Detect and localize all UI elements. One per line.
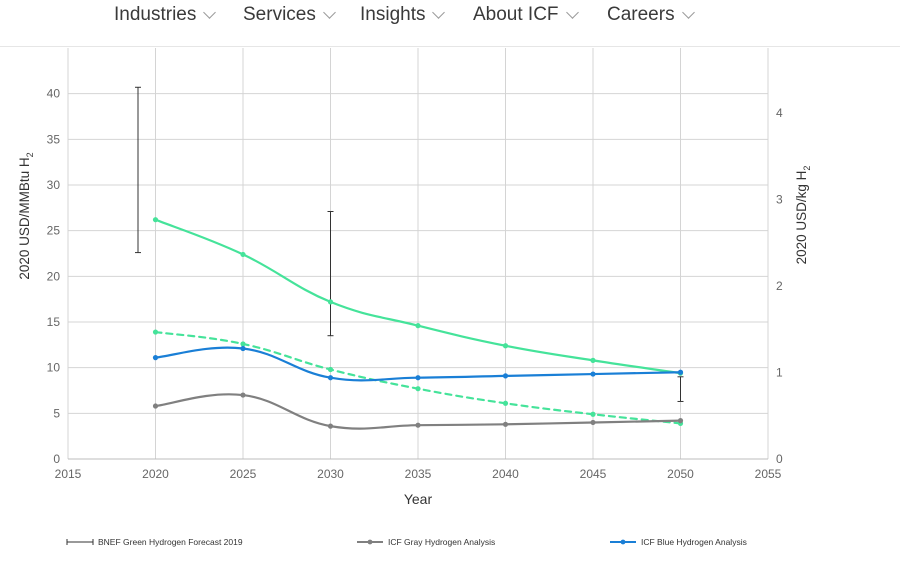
x-tick-label: 2050 [667, 467, 694, 481]
nav-item-insights[interactable]: Insights [360, 2, 446, 28]
x-tick-label: 2055 [755, 467, 782, 481]
nav-item-services[interactable]: Services [243, 2, 336, 28]
legend-item-bnef: BNEF Green Hydrogen Forecast 2019 [66, 537, 243, 547]
legend-label: ICF Gray Hydrogen Analysis [388, 537, 495, 547]
data-point [240, 251, 246, 258]
bnef-error-bars [135, 86, 684, 402]
legend-item-blue: ICF Blue Hydrogen Analysis [610, 537, 747, 547]
y-tick-label: 10 [47, 361, 61, 375]
error-bar [327, 210, 334, 337]
x-tick-label: 2020 [142, 467, 169, 481]
y2-tick-label: 1 [776, 365, 783, 379]
data-point [327, 366, 334, 373]
axes: 2015 2020 2025 2030 2035 2040 2045 2050 20550510… [47, 87, 783, 481]
data-point [677, 369, 684, 375]
x-tick-label: 2030 [317, 467, 344, 481]
data-point [502, 421, 509, 427]
y-tick-label: 0 [53, 452, 60, 466]
data-point [677, 418, 684, 424]
y-tick-label: 15 [47, 315, 61, 329]
nav-item-label: Careers [607, 4, 675, 25]
y2-axis-label: 2020 USD/kg H2 [794, 166, 812, 265]
x-axis-label: Year [404, 491, 433, 507]
grid [67, 48, 769, 459]
series [152, 217, 684, 430]
y-tick-label: 30 [47, 178, 61, 192]
data-point [240, 345, 246, 352]
y2-tick-label: 2 [776, 279, 783, 293]
y2-tick-label: 3 [776, 192, 783, 206]
y-tick-label: 25 [47, 224, 61, 238]
nav-item-about-icf[interactable]: About ICF [473, 2, 579, 28]
nav-item-label: Services [243, 4, 316, 25]
data-point [152, 403, 159, 409]
y-tick-label: 20 [47, 269, 61, 283]
data-point [415, 386, 421, 392]
data-point [327, 299, 334, 305]
legend-label: ICF Blue Hydrogen Analysis [641, 537, 747, 547]
data-point [415, 323, 421, 329]
error-bar [677, 376, 684, 402]
y-tick-label: 35 [47, 132, 61, 146]
data-point [590, 357, 596, 363]
y-axis-label-text: 2020 USD/MMBtu H [17, 157, 32, 279]
x-tick-label: 2040 [492, 467, 519, 481]
nav-item-label: Industries [114, 4, 197, 25]
x-tick-label: 2015 [55, 467, 82, 481]
data-point [240, 392, 246, 398]
nav-item-label: About ICF [473, 4, 559, 25]
data-point [415, 422, 421, 428]
data-point [590, 411, 596, 417]
series-blue [152, 345, 684, 382]
x-tick-label: 2045 [580, 467, 607, 481]
data-point [240, 341, 246, 347]
series-gray [152, 392, 684, 430]
data-point [502, 343, 509, 349]
data-point [590, 419, 596, 426]
y-axis-label: 2020 USD/MMBtu H2 [17, 152, 35, 279]
x-tick-label: 2035 [405, 467, 432, 481]
legend: BNEF Green Hydrogen Forecast 2019 ICF Gra… [66, 537, 747, 547]
legend-label: BNEF Green Hydrogen Forecast 2019 [98, 537, 243, 547]
data-point [502, 373, 509, 379]
nav-item-label: Insights [360, 4, 426, 25]
data-point [327, 423, 334, 429]
y2-axis-label-text: 2020 USD/kg H [794, 171, 809, 265]
y2-axis-label-subscript: 2 [802, 166, 812, 171]
y-tick-label: 40 [47, 87, 61, 101]
y2-tick-label: 0 [776, 452, 783, 466]
y2-tick-label: 4 [776, 106, 783, 120]
nav-item-industries[interactable]: Industries [114, 2, 217, 28]
data-point [502, 400, 509, 406]
data-point [152, 329, 159, 335]
data-point [415, 375, 421, 381]
top-navigation: Industries Services Insights About ICF C… [0, 0, 900, 47]
legend-symbol-dot [367, 539, 373, 545]
data-point [152, 217, 159, 223]
data-point [590, 371, 596, 377]
legend-symbol-dot [620, 539, 626, 545]
y-tick-label: 5 [53, 406, 60, 420]
data-point [327, 375, 334, 381]
data-point [152, 355, 159, 361]
error-bar [135, 86, 141, 254]
nav-item-careers[interactable]: Careers [607, 2, 695, 28]
x-tick-label: 2025 [230, 467, 257, 481]
y-axis-label-subscript: 2 [25, 152, 35, 157]
legend-item-gray: ICF Gray Hydrogen Analysis [357, 537, 495, 547]
